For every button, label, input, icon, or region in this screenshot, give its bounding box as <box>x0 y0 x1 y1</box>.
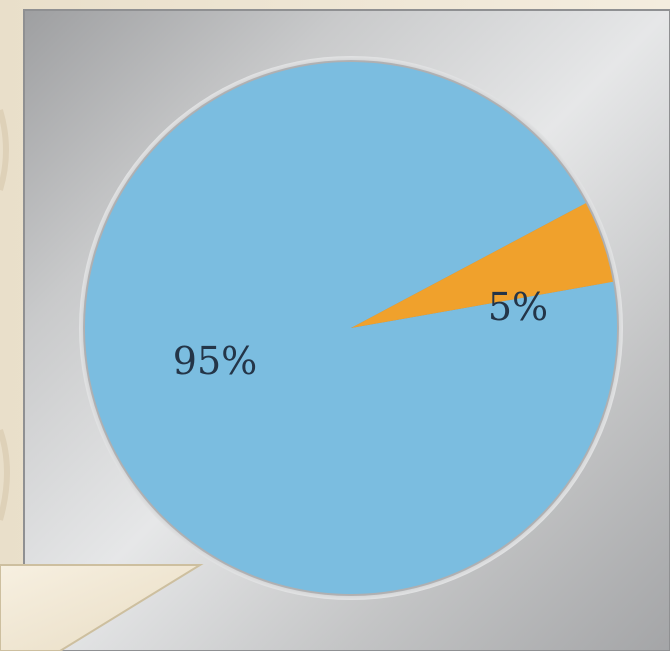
metal-panel-edge <box>23 9 670 651</box>
pie-label-5: 5% <box>488 285 548 329</box>
paper-tab-decoration <box>0 564 204 651</box>
paper-swirl-decoration <box>0 109 10 521</box>
pie-chart: 95% 5% <box>84 61 617 594</box>
pie-slice-5 <box>351 203 613 328</box>
pie-label-95: 95% <box>173 339 257 383</box>
pie-slice-95 <box>84 61 617 594</box>
